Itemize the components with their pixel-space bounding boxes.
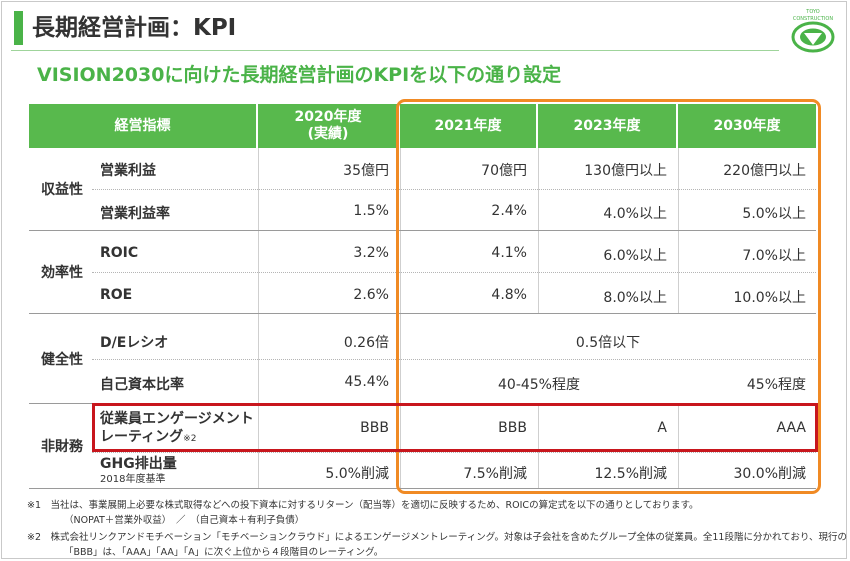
- header-indicator-text: 経営指標: [114, 117, 171, 134]
- cell-2021-2030: 0.5倍以下: [575, 335, 641, 351]
- cell-2030: 5.0%以上: [742, 206, 806, 222]
- cell-2020: 1.5%: [353, 203, 389, 219]
- column-divider: [258, 148, 259, 488]
- row-divider: [92, 189, 816, 190]
- engagement-row-highlight: [92, 403, 818, 452]
- header-2021-text: 2021年度: [434, 117, 502, 134]
- cell-2030: 220億円以上: [723, 163, 806, 179]
- footnote-ref: ※2: [183, 434, 197, 444]
- header-2023: 2023年度: [538, 104, 678, 148]
- cell-2030: 7.0%以上: [742, 248, 806, 264]
- row-label: 営業利益率: [100, 206, 170, 222]
- row-sublabel: 2018年度基準: [100, 474, 166, 485]
- row-divider: [92, 452, 816, 453]
- header-2023-text: 2023年度: [573, 117, 641, 134]
- page-title: 長期経営計画：KPI: [32, 15, 237, 41]
- cell-2021: BBB: [498, 420, 527, 436]
- row-label: 従業員エンゲージメント レーティング※2: [100, 410, 254, 448]
- cell-2021: 2.4%: [491, 203, 527, 219]
- row-label-line2-text: レーティング: [100, 429, 184, 445]
- company-logo: TOYO CONSTRUCTION: [787, 9, 839, 55]
- column-divider: [400, 148, 401, 488]
- row-label: ROE: [100, 287, 133, 303]
- footnote-2-line1: ※2 株式会社リンクアンドモチベーション「モチベーションクラウド」によるエンゲー…: [27, 532, 848, 543]
- category-soundness: 健全性: [41, 351, 83, 368]
- cell-2020: 3.2%: [353, 245, 389, 261]
- row-label: D/Eレシオ: [100, 335, 169, 351]
- cell-2021: 70億円: [481, 163, 527, 179]
- category-profitability: 収益性: [41, 182, 83, 198]
- header-divider: [11, 50, 779, 51]
- cell-2030: 10.0%以上: [733, 290, 806, 306]
- cell-2023: 6.0%以上: [603, 248, 667, 264]
- title-accent-bar: [14, 11, 23, 45]
- cell-2023: 4.0%以上: [603, 206, 667, 222]
- category-nonfinancial: 非財務: [41, 439, 83, 455]
- cell-2030: AAA: [776, 420, 806, 436]
- header-2021: 2021年度: [400, 104, 538, 148]
- row-divider: [92, 272, 816, 273]
- footnote-1-line1: ※1 当社は、事業展開上必要な株式取得などへの投下資本に対するリターン（配当等）…: [27, 500, 699, 511]
- cell-2020: 2.6%: [353, 287, 389, 303]
- table-bottom-border: [29, 488, 816, 489]
- header-indicator: 経営指標: [29, 104, 258, 148]
- cell-2020: BBB: [360, 420, 389, 436]
- cell-2023: 12.5%削減: [594, 466, 667, 482]
- cell-2021: 4.1%: [491, 245, 527, 261]
- cell-2020: 35億円: [343, 163, 389, 179]
- header-2020-year: 2020年度: [294, 109, 362, 125]
- category-efficiency: 効率性: [41, 265, 83, 281]
- header-2030-text: 2030年度: [713, 117, 781, 134]
- row-label: 自己資本比率: [100, 377, 184, 393]
- cell-2023: A: [657, 420, 667, 436]
- row-label-main: GHG排出量: [100, 456, 177, 472]
- header-2020: 2020年度 (実績): [258, 104, 400, 148]
- cell-2023: 130億円以上: [584, 163, 667, 179]
- column-divider: [678, 404, 679, 488]
- row-divider: [92, 359, 816, 360]
- section-divider: [29, 230, 816, 231]
- logo-emblem-icon: [791, 21, 835, 53]
- footnote-2-line2: 「BBB」は、「AAA」「AA」「A」に次ぐ上位から４段階目のレーティング。: [64, 547, 384, 558]
- cell-2030: 30.0%削減: [733, 466, 806, 482]
- row-label: 営業利益: [100, 163, 156, 179]
- column-divider: [538, 404, 539, 488]
- cell-2021: 7.5%削減: [463, 466, 527, 482]
- row-label-line1: 従業員エンゲージメント: [100, 411, 254, 427]
- cell-2020: 0.26倍: [343, 335, 389, 351]
- header-2020-note: (実績): [307, 126, 349, 142]
- target-years-highlight: [396, 99, 821, 494]
- footnote-1-line2: （NOPAT＋営業外収益） ／ （自己資本＋有利子負債）: [64, 515, 305, 526]
- cell-2020: 45.4%: [344, 374, 389, 390]
- cell-2020: 5.0%削減: [325, 466, 389, 482]
- row-label-line2: レーティング※2: [100, 428, 254, 448]
- cell-2023: 8.0%以上: [603, 290, 667, 306]
- cell-2021-2023: 40-45%程度: [498, 377, 580, 393]
- slide-subtitle: VISION2030に向けた長期経営計画のKPIを以下の通り設定: [37, 64, 562, 86]
- row-label: ROIC: [100, 245, 139, 261]
- cell-2021: 4.8%: [491, 287, 527, 303]
- cell-2030: 45%程度: [746, 377, 806, 393]
- header-2030: 2030年度: [678, 104, 816, 148]
- section-divider: [29, 313, 816, 314]
- logo-text: TOYO CONSTRUCTION: [792, 9, 834, 22]
- row-label: GHG排出量 2018年度基準: [100, 456, 177, 488]
